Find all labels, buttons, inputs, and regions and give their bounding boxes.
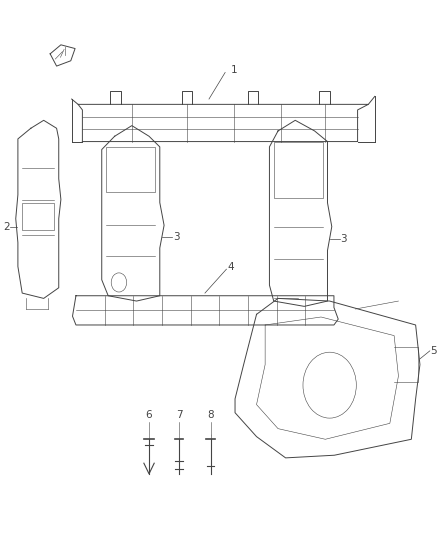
Text: 1: 1 bbox=[230, 65, 237, 75]
Text: 3: 3 bbox=[340, 235, 347, 245]
Text: 4: 4 bbox=[227, 262, 234, 271]
Text: 5: 5 bbox=[431, 346, 437, 356]
Text: 6: 6 bbox=[146, 410, 152, 421]
Text: 2: 2 bbox=[3, 222, 10, 232]
Text: 7: 7 bbox=[176, 410, 183, 421]
Text: 3: 3 bbox=[173, 232, 179, 243]
Text: 8: 8 bbox=[207, 410, 214, 421]
